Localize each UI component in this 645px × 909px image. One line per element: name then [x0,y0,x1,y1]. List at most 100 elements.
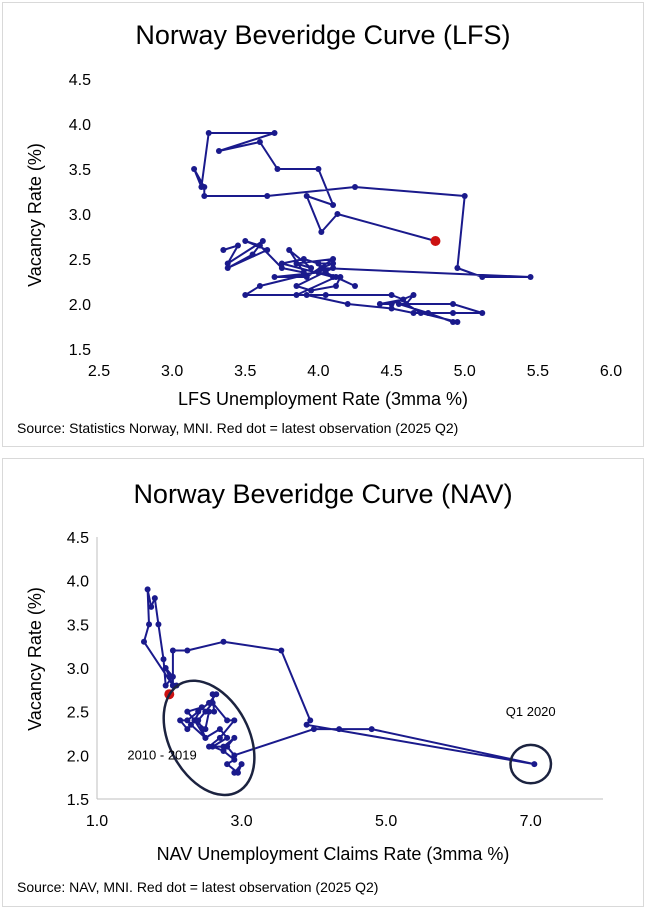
data-point [334,211,341,217]
data-point [209,699,216,706]
data-point [303,292,310,298]
data-point [184,708,191,715]
data-point [231,756,238,763]
data-point [148,603,155,610]
source-note: Source: Statistics Norway, MNI. Red dot … [17,420,458,436]
data-point [195,717,202,724]
y-tick-label: 2.0 [69,297,91,314]
data-point [256,139,263,145]
data-point [155,621,162,628]
data-point [303,721,310,728]
y-tick-label: 4.0 [69,117,91,134]
data-point [220,747,227,754]
data-point [195,708,202,715]
y-tick-label: 3.5 [67,617,89,634]
data-point [249,251,256,258]
data-point [330,256,337,262]
x-tick-label: 4.0 [307,363,329,380]
data-point [198,704,205,711]
data-point [198,184,205,190]
data-point [293,283,300,289]
y-tick-label: 2.0 [67,748,89,765]
x-tick-label: 3.0 [230,813,252,830]
data-point [278,647,285,654]
data-point [215,148,222,154]
data-point [242,238,249,244]
data-point [160,656,167,663]
chart-title: Norway Beveridge Curve (LFS) [135,20,510,50]
data-point [400,296,407,303]
data-point [352,283,358,289]
data-point [231,734,238,741]
data-point [278,260,285,267]
data-point [140,638,147,645]
data-point [151,595,158,602]
data-point [450,319,457,325]
data-point [330,260,337,267]
data-point [202,734,209,741]
data-point [318,265,325,271]
data-point [336,726,343,733]
data-point [224,260,231,267]
lfs-chart-panel: Norway Beveridge Curve (LFS) 1.5 2.0 2.5 3.… [2,2,644,447]
data-point [224,761,231,768]
data-point [216,726,223,733]
data-point [202,726,209,733]
data-point [300,269,307,276]
data-point [184,726,191,733]
data-point [388,301,395,307]
data-point [224,743,231,750]
y-axis-label: Vacancy Rate (%) [25,587,45,731]
data-point [303,274,310,280]
y-tick-label: 2.5 [69,252,91,269]
highlight-ellipse [509,743,553,785]
data-point [144,586,151,593]
data-point [271,274,278,280]
x-axis-label: NAV Unemployment Claims Rate (3mma %) [157,844,510,864]
data-point [454,319,461,325]
data-point [264,193,271,199]
data-point [220,638,227,645]
data-point [527,274,534,280]
data-point [146,621,153,628]
data-point [201,193,208,199]
data-point [450,310,457,316]
data-point [216,734,223,741]
data-point [450,301,457,307]
data-point [315,166,322,172]
data-point [259,238,266,244]
x-tick-label: 6.0 [600,363,622,380]
data-point [184,647,191,654]
data-point [315,269,322,276]
data-point [376,301,383,307]
data-point [162,665,169,671]
data-point [337,274,344,280]
latest-observation-point [430,236,441,246]
data-point [231,752,238,759]
data-point [206,743,213,750]
data-point [234,769,241,776]
data-point [242,292,249,298]
data-point [479,310,486,316]
x-axis-label: LFS Unemployment Rate (3mma %) [178,389,468,409]
source-note: Source: NAV, MNI. Red dot = latest obser… [17,879,378,895]
lfs-plot-area: 1.5 2.0 2.5 3.0 3.5 4.0 4.5 2.5 3.0 3.5 4.0 4.5 5.0 5… [69,72,622,380]
data-point [231,717,238,724]
data-point [187,721,194,728]
data-point [368,726,375,733]
y-tick-label: 4.5 [67,530,89,547]
data-point [271,130,278,136]
nav-chart-panel: Norway Beveridge Curve (NAV) 1.5 2.0 2.5 3.… [2,458,644,907]
data-point [211,708,218,715]
data-point [286,247,293,253]
data-point [300,256,307,262]
data-point [410,310,417,316]
y-tick-label: 3.5 [69,162,91,179]
nav-chart-svg: Norway Beveridge Curve (NAV) 1.5 2.0 2.5 3.… [17,479,603,895]
data-point [308,265,315,271]
data-point [274,166,281,172]
data-point [293,292,300,298]
data-point [531,761,538,768]
data-point [352,184,358,190]
data-point [344,301,351,307]
